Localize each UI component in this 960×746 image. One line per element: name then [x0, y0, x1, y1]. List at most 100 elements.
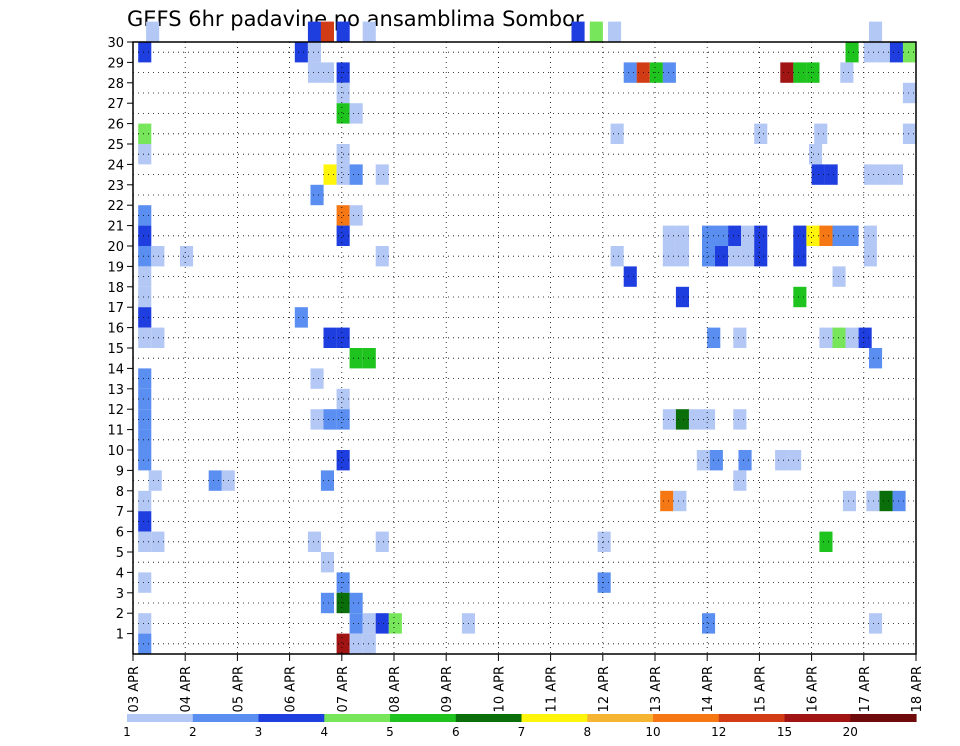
heatmap-cell — [662, 409, 676, 430]
heatmap-cell — [208, 470, 222, 491]
heatmap-cell — [858, 327, 872, 348]
heatmap-cell — [148, 470, 162, 491]
colorbar-label: 7 — [518, 725, 526, 739]
y-tick-label: 18 — [107, 281, 124, 296]
heatmap-cell — [733, 327, 747, 348]
heatmap-cell — [889, 42, 903, 63]
colorbar-label: 15 — [777, 725, 792, 739]
heatmap-cell — [866, 490, 880, 512]
heatmap-cell — [138, 327, 152, 348]
x-tick-label: 08 APR — [388, 666, 403, 712]
y-tick-label: 15 — [107, 342, 124, 357]
heatmap-cell — [571, 21, 585, 42]
heatmap-cell — [863, 164, 877, 185]
x-tick-label: 11 APR — [545, 666, 560, 712]
heatmap-cell — [320, 592, 334, 614]
heatmap-cell — [863, 246, 877, 267]
colorbar-label: 2 — [189, 725, 197, 739]
heatmap-cell — [845, 42, 859, 63]
colorbar-label: 20 — [843, 725, 858, 739]
colorbar-swatch — [455, 714, 523, 722]
heatmap-cell — [336, 21, 350, 42]
y-tick-label: 12 — [107, 403, 124, 418]
y-tick-label: 1 — [116, 628, 124, 643]
heatmap-cell — [138, 450, 152, 471]
heatmap-cell — [349, 164, 363, 185]
y-tick-label: 28 — [107, 77, 124, 92]
colorbar-swatch — [718, 714, 786, 722]
colorbar-swatch — [192, 714, 260, 722]
heatmap-cell — [780, 62, 794, 83]
heatmap-cell — [388, 613, 402, 634]
colorbar-label: 6 — [452, 725, 460, 739]
colorbar-swatch — [587, 714, 654, 722]
heatmap-cell — [879, 490, 893, 512]
y-tick-label: 20 — [107, 240, 124, 255]
heatmap-cell — [845, 225, 859, 246]
heatmap-cell — [840, 62, 854, 83]
heatmap-cell — [138, 225, 152, 246]
heatmap-cell — [138, 123, 152, 144]
y-tick-label: 27 — [107, 97, 124, 112]
colorbar-label: 12 — [711, 725, 726, 739]
heatmap-cell — [362, 21, 376, 42]
colorbar: 1 2 3 4 5 6 7 8 10 12 15 20 — [123, 714, 917, 739]
heatmap-cell — [151, 327, 165, 348]
heatmap-cell — [307, 42, 321, 63]
heatmap-cell — [138, 572, 152, 593]
heatmap-cell — [323, 164, 337, 185]
heatmap-cell — [738, 450, 752, 471]
heatmap-cell — [138, 633, 152, 654]
heatmap-cell — [138, 429, 152, 450]
heatmap-cell — [741, 225, 755, 246]
heatmap-cell — [597, 572, 611, 593]
colorbar-swatch — [521, 714, 588, 722]
heatmap-cell — [662, 246, 676, 267]
y-tick-label: 5 — [116, 546, 124, 561]
colorbar-swatch — [258, 714, 325, 722]
heatmap-cell — [733, 470, 747, 491]
heatmap-cell — [741, 246, 755, 267]
y-tick-label: 24 — [107, 158, 124, 173]
heatmap-cell — [733, 409, 747, 430]
y-tick-label: 11 — [107, 424, 124, 439]
x-tick-label: 16 APR — [806, 666, 821, 712]
heatmap-cell — [138, 266, 152, 287]
x-tick-label: 14 APR — [701, 666, 716, 712]
heatmap-cell — [819, 531, 833, 552]
heatmap-cell — [806, 225, 820, 246]
heatmap-cell — [623, 62, 637, 83]
heatmap-cell — [793, 62, 807, 83]
y-tick-label: 17 — [107, 301, 124, 316]
heatmap-cell — [649, 62, 663, 83]
x-tick-label: 17 APR — [858, 666, 873, 712]
heatmap-cell — [362, 348, 376, 369]
heatmap-cell — [349, 348, 363, 369]
x-axis-ticks: 03 APR 04 APR 05 APR 06 APR 07 APR 08 APR 09 A… — [127, 654, 925, 712]
heatmap-cell — [675, 409, 689, 430]
heatmap-cell — [819, 225, 833, 246]
heatmap-cell — [362, 613, 376, 634]
heatmap-cell — [138, 409, 152, 430]
colorbar-label: 8 — [583, 725, 591, 739]
heatmap-cell — [889, 164, 903, 185]
y-tick-label: 25 — [107, 138, 124, 153]
y-axis-ticks: 1234567891011121314151617181920212223242… — [107, 36, 133, 643]
y-tick-label: 30 — [107, 36, 124, 51]
y-tick-label: 6 — [116, 526, 124, 541]
heatmap-cell — [869, 613, 883, 634]
colorbar-label: 4 — [320, 725, 328, 739]
heatmap-cell — [892, 490, 906, 512]
colorbar-label: 10 — [645, 725, 660, 739]
heatmap-cell — [806, 62, 820, 83]
heatmap-cell — [138, 246, 152, 267]
colorbar-swatch — [784, 714, 851, 722]
x-tick-label: 06 APR — [284, 666, 299, 712]
heatmap-cell — [138, 368, 152, 389]
colorbar-label: 5 — [386, 725, 394, 739]
heatmap-cell — [320, 21, 334, 42]
heatmap-cell — [662, 62, 676, 83]
heatmap-cell — [349, 592, 363, 614]
heatmap-cell — [151, 246, 165, 267]
